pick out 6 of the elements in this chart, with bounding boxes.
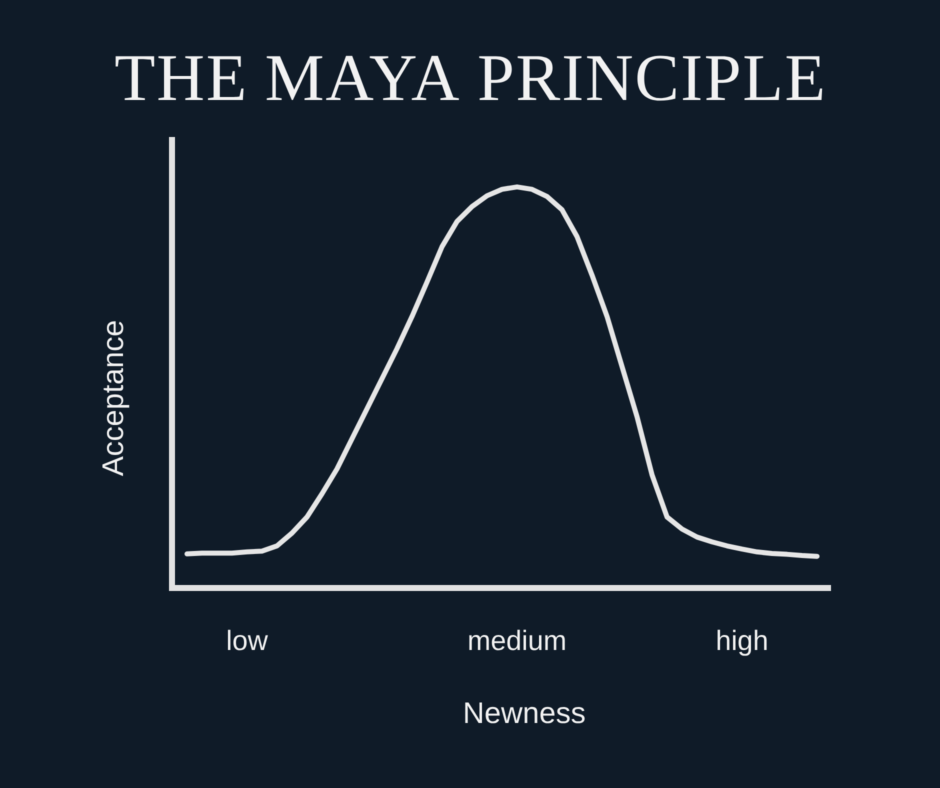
x-tick-label: low <box>228 630 268 650</box>
x-tick-label: high <box>718 630 767 656</box>
x-axis-title: Newness <box>465 702 585 724</box>
x-tick-label: medium <box>469 630 565 650</box>
chart-title: THE MAYA PRINCIPLE <box>116 56 822 101</box>
y-axis-title: Acceptance <box>102 321 130 476</box>
